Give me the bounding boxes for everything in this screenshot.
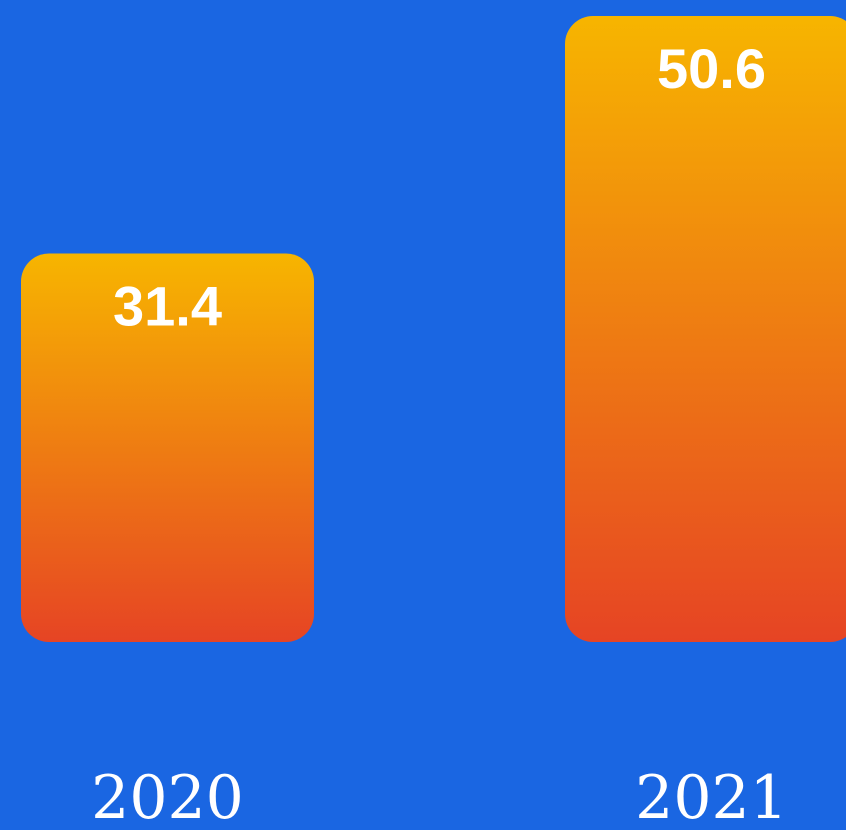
value-label-2021: 50.6 [657,37,766,100]
value-label-2020: 31.4 [113,275,222,338]
labels-layer: 31.4 2020 50.6 2021 [91,37,788,830]
category-label-2020: 2020 [91,763,244,830]
category-label-2021: 2021 [635,763,788,830]
bar-2021 [565,16,846,642]
bars-layer [21,16,846,642]
bar-2020 [21,253,314,642]
